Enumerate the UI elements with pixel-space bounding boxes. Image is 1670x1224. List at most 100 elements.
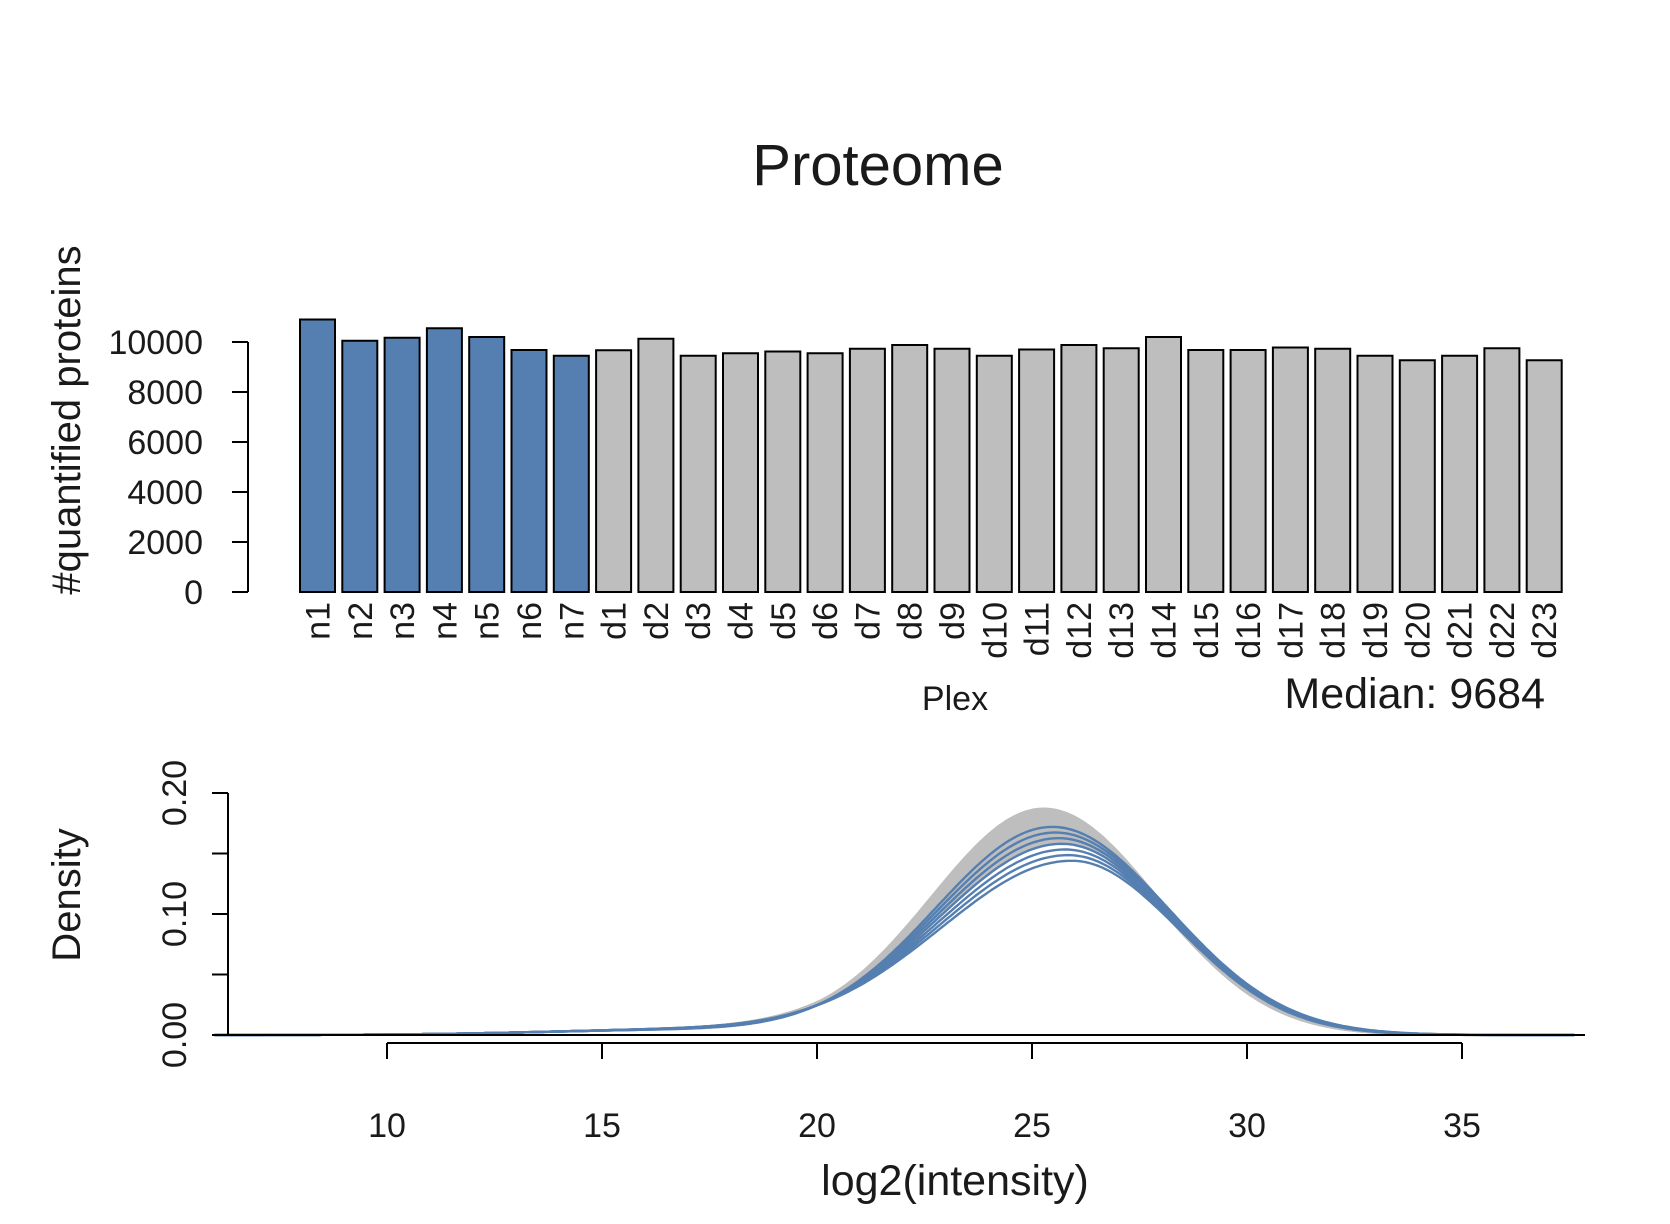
density-x-tick-label: 15 xyxy=(583,1107,621,1145)
bar-x-tick-label: d14 xyxy=(1146,602,1184,659)
density-line-d xyxy=(213,821,1575,1037)
density-line-d xyxy=(213,810,1575,1037)
density-x-tick-label: 20 xyxy=(798,1107,836,1145)
bar-x-tick-label: d20 xyxy=(1399,602,1437,659)
density-line-d xyxy=(213,824,1575,1037)
bar-d2 xyxy=(637,337,675,593)
bar-x-tick-label: d10 xyxy=(976,602,1014,659)
density-y-tick-label: 0.00 xyxy=(156,1002,194,1068)
density-line-d xyxy=(213,815,1575,1037)
bar-d14 xyxy=(1145,336,1182,593)
density-line-d xyxy=(213,819,1575,1037)
bar-d5 xyxy=(764,350,802,593)
bar-x-tick-label: d19 xyxy=(1357,602,1395,659)
density-line-d xyxy=(213,816,1575,1037)
bar-x-tick-label: d11 xyxy=(1019,602,1057,656)
bar-x-tick-label: d9 xyxy=(934,602,972,640)
bar-x-tick-label: d6 xyxy=(807,602,845,640)
density-line-d xyxy=(213,807,1575,1037)
bar-d4 xyxy=(722,352,759,593)
density-line-d xyxy=(213,809,1575,1037)
bar-x-tick-label: n4 xyxy=(426,602,464,640)
bar-n1 xyxy=(299,318,336,593)
bar-x-tick-label: d1 xyxy=(596,602,634,640)
density-line-d xyxy=(213,838,1575,1037)
bar-d20 xyxy=(1398,359,1436,593)
bar-y-axis-label: #quantified proteins xyxy=(45,245,89,594)
density-y-tick-label: 0.10 xyxy=(156,881,194,947)
bar-y-axis: 0 2000 4000 6000 8000 10000 xyxy=(108,324,249,612)
bar-d18 xyxy=(1314,347,1352,593)
bar-n5 xyxy=(468,336,506,593)
bar-d10 xyxy=(975,354,1013,593)
bar-y-tick-label: 4000 xyxy=(127,474,203,512)
median-annotation: Median: 9684 xyxy=(1284,670,1545,718)
density-x-axis-label: log2(intensity) xyxy=(821,1157,1089,1205)
bar-x-tick-label: n2 xyxy=(342,602,380,640)
bar-y-tick-label: 6000 xyxy=(127,424,203,462)
bar-x-tick-label: d22 xyxy=(1484,602,1522,659)
density-x-tick-label: 10 xyxy=(368,1107,406,1145)
density-line-d xyxy=(213,839,1575,1037)
bar-x-tick-label: d5 xyxy=(765,602,803,640)
bar-x-tick-label: d2 xyxy=(638,602,676,640)
bar-x-tick-label: n1 xyxy=(300,602,338,640)
bar-d11 xyxy=(1018,348,1056,593)
bar-x-tick-label: d7 xyxy=(849,602,887,640)
density-line-d xyxy=(213,833,1575,1037)
density-x-tick-label: 25 xyxy=(1013,1107,1051,1145)
bar-n4 xyxy=(425,327,463,593)
density-line-n xyxy=(213,837,1575,1037)
bar-d19 xyxy=(1356,354,1394,593)
density-line-d xyxy=(213,812,1575,1037)
density-line-d xyxy=(213,829,1575,1037)
bar-d17 xyxy=(1271,346,1309,593)
density-line-d xyxy=(213,826,1575,1037)
bar-y-tick-label: 2000 xyxy=(127,524,203,562)
density-line-d xyxy=(213,830,1575,1037)
bar-x-tick-label: d8 xyxy=(892,602,930,640)
bar-d8 xyxy=(891,344,929,593)
bar-x-tick-label: d13 xyxy=(1103,602,1141,659)
bar-d9 xyxy=(933,347,971,593)
bar-x-tick-label: d4 xyxy=(723,602,761,640)
bar-x-tick-label: n7 xyxy=(553,602,591,640)
bar-n7 xyxy=(552,354,590,593)
bar-d6 xyxy=(806,352,844,593)
density-line-d xyxy=(213,818,1575,1037)
bar-x-tick-label: d3 xyxy=(680,602,718,640)
bar-x-tick-label: d18 xyxy=(1315,602,1353,659)
density-line-d xyxy=(213,813,1575,1037)
bar-x-tick-label: n3 xyxy=(384,602,422,640)
bar-y-tick-label: 10000 xyxy=(108,324,203,362)
bar-d7 xyxy=(848,347,886,593)
bar-series xyxy=(299,318,1563,593)
bar-d13 xyxy=(1102,347,1140,593)
density-line-n xyxy=(213,831,1575,1037)
density-series xyxy=(213,807,1575,1037)
density-line-d xyxy=(213,827,1575,1037)
bar-n6 xyxy=(510,349,548,593)
bar-d15 xyxy=(1187,349,1225,593)
bar-x-tick-label: n5 xyxy=(469,602,507,640)
density-line-d xyxy=(213,835,1575,1037)
bar-x-tick-labels: n1 n2 n3 n4 n5 n6 n7 d1 d2 d3 d4 d5 d6 d7 d8 d9 d10 d11 d1… xyxy=(300,602,1565,659)
density-y-tick-label: 0.20 xyxy=(156,760,194,826)
density-line-d xyxy=(213,823,1575,1037)
bar-x-tick-label: d21 xyxy=(1442,602,1480,659)
density-line-d xyxy=(213,836,1575,1037)
bar-n3 xyxy=(383,336,421,593)
bar-d23 xyxy=(1525,359,1563,593)
density-y-axis: 0.00 0.10 0.20 xyxy=(156,760,1585,1068)
figure-title: Proteome xyxy=(752,133,1003,198)
bar-x-tick-label: d16 xyxy=(1230,602,1268,659)
bar-n2 xyxy=(341,339,379,593)
bar-x-tick-label: d15 xyxy=(1188,602,1226,659)
bar-x-tick-label: n6 xyxy=(511,602,549,640)
bar-x-tick-label: d12 xyxy=(1061,602,1099,659)
bar-y-tick-label: 0 xyxy=(184,574,203,612)
bar-d22 xyxy=(1483,347,1521,593)
density-line-d xyxy=(213,832,1575,1037)
density-x-axis: 10 15 20 25 30 35 xyxy=(368,1042,1481,1145)
